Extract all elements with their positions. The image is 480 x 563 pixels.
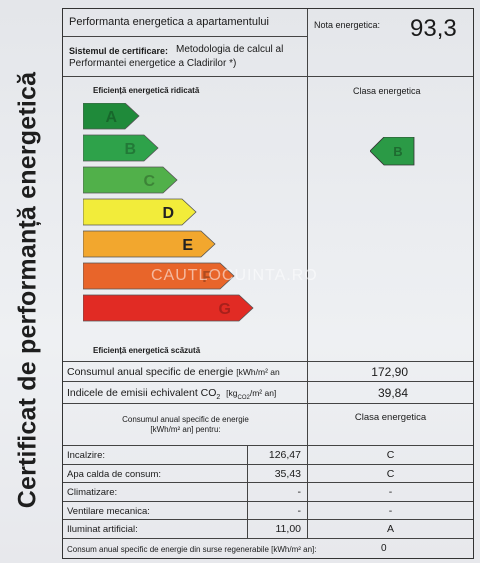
table-row-class: - [388,504,393,517]
certification-system-cell: Sistemul de certificare: Metodologia de … [63,37,308,77]
table-row-value-cell: 11,00 [248,520,308,539]
emissions-label-cell: Indicele de emisii echivalent CO2 [kgCO2… [63,382,308,404]
system-text: Metodologia de calcul al [176,44,284,55]
current-class-letter: B [393,144,402,159]
consumption-unit: [kWh/m² an [236,367,280,377]
table-header-left: Consumul anual specific de energie [kWh/… [63,404,308,446]
table-row-label: Apa calda de consum: [67,468,162,480]
table-row-value-cell: - [248,483,308,502]
scale-letter-g: G [219,301,231,318]
consumption-label: Consumul anual specific de energie [kWh/… [67,366,280,378]
table-row-label: Incalzire: [67,450,106,461]
nota-value: 93,3 [410,15,457,42]
table-row-label: Climatizare: [67,487,118,499]
table-row-value-cell: 126,47 [248,446,308,465]
table-row-class: - [388,486,393,499]
renewable-value: 0 [381,543,387,554]
table-row-label-cell: Apa calda de consum: [63,464,248,484]
scale-letter-d: D [162,205,174,222]
table-header-left-text: Consumul anual specific de energie [122,415,249,424]
scale-top-label: Eficiență energetică ridicată [93,86,200,95]
table-header-right-text: Clasa energetica [354,412,427,423]
consumption-label-cell: Consumul anual specific de energie [kWh/… [63,362,308,382]
consumption-value-cell: 172,90 [308,362,473,382]
emissions-unit: [kg [226,388,238,398]
vertical-title: Certificat de performanță energetică [13,71,42,509]
scale-bottom-label: Eficiență energetică scăzută [93,346,201,355]
consumption-value: 172,90 [371,365,408,379]
renewable-row: Consum anual specific de energie din sur… [63,539,473,558]
table-row-value-cell: - [248,501,308,521]
table-row-value: - [297,504,302,517]
emissions-unit-sub: CO2 [237,395,250,402]
scale-arrow-a [83,103,140,130]
scale-arrow-c [83,166,178,194]
table-row-class: C [386,467,395,480]
scale-letter-c: C [143,173,155,190]
table-row-class-cell: C [308,465,473,484]
table-row-label-cell: Climatizare: [63,483,248,502]
header-title-cell: Performanta energetica a apartamentului [63,9,308,37]
table-row-label: Ventilare mecanica: [67,505,150,517]
table-row-class-cell: - [308,483,473,502]
current-class-arrow: B [370,137,415,166]
scale-arrow-f [83,262,235,290]
table-row-label-cell: Incalzire: [63,446,248,465]
emissions-sub: 2 [216,394,221,402]
scale-letter-a: A [105,109,117,126]
table-row-value: 126,47 [268,449,301,461]
nota-label: Nota energetica: [314,20,381,30]
table-row-label: Iluminat artificial: [67,524,138,536]
scale-letter-b: B [124,141,136,158]
table-row-value: 35,43 [274,467,301,480]
table-row-class: C [386,449,395,461]
table-row-class-cell: C [308,446,473,465]
system-text-2: Performantei energetice a Cladirilor *) [69,58,237,69]
table-row-value: 11,00 [275,523,302,536]
table-row-label-cell: Ventilare mecanica: [63,501,248,521]
nota-cell: Nota energetica: 93,3 [308,9,473,77]
scale-letter-e: E [182,237,193,254]
current-class-pointer [370,137,415,166]
scale-arrow-d [83,198,197,226]
system-label: Sistemul de certificare: [69,46,169,56]
scale-letter-f: F [202,269,212,286]
table-row-value: - [297,486,302,499]
emissions-label-text: Indicele de emisii echivalent CO [67,387,217,399]
current-class-cell: Clasa energetica B [308,77,473,362]
emissions-label: Indicele de emisii echivalent CO2 [kgCO2… [67,387,276,404]
header-title: Performanta energetica a apartamentului [69,16,269,28]
emissions-unit-end: /m² an] [249,388,277,398]
emissions-value: 39,84 [377,386,408,400]
class-header: Clasa energetica [353,86,421,96]
table-header-right: Clasa energetica [308,404,473,446]
table-row-value-cell: 35,43 [248,464,308,484]
table-row-class-cell: - [308,502,473,521]
scale-arrow-b [83,134,159,162]
table-row-class: A [386,523,394,536]
table-row-label-cell: Iluminat artificial: [63,520,248,539]
scale-arrow-g [83,294,254,322]
table-header-left-text-2: [kWh/m² an] pentru: [150,425,221,434]
renewable-label: Consum anual specific de energie din sur… [67,545,317,554]
certificate-frame: Performanta energetica a apartamentului … [62,8,474,559]
consumption-label-text: Consumul anual specific de energie [67,366,234,378]
table-row-class-cell: A [308,520,473,539]
watermark: CAUTLOCUINTA.RO [151,267,318,284]
scale-arrow-e [83,230,216,258]
emissions-value-cell: 39,84 [308,382,473,404]
vertical-title-container: Certificat de performanță energetică [0,0,56,563]
